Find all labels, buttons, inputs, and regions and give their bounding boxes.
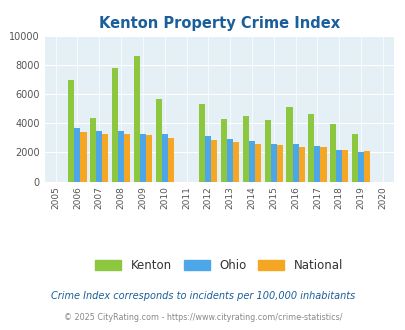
Bar bbox=[96, 131, 102, 182]
Bar bbox=[124, 134, 130, 182]
Bar bbox=[248, 141, 254, 182]
Bar bbox=[68, 80, 74, 182]
Text: © 2025 CityRating.com - https://www.cityrating.com/crime-statistics/: © 2025 CityRating.com - https://www.city… bbox=[64, 313, 341, 322]
Bar bbox=[112, 68, 118, 182]
Bar bbox=[211, 140, 217, 182]
Bar bbox=[118, 131, 124, 182]
Legend: Kenton, Ohio, National: Kenton, Ohio, National bbox=[90, 254, 347, 277]
Bar bbox=[286, 108, 292, 182]
Bar bbox=[341, 149, 347, 182]
Bar bbox=[264, 120, 270, 182]
Bar bbox=[307, 114, 313, 182]
Bar bbox=[351, 134, 357, 182]
Bar bbox=[363, 151, 369, 182]
Bar bbox=[270, 144, 276, 182]
Bar bbox=[167, 138, 173, 182]
Bar bbox=[320, 148, 326, 182]
Bar bbox=[335, 149, 341, 182]
Bar bbox=[205, 137, 211, 182]
Bar bbox=[329, 124, 335, 182]
Bar bbox=[226, 139, 232, 182]
Bar bbox=[74, 128, 80, 182]
Bar bbox=[220, 119, 226, 182]
Bar bbox=[254, 144, 260, 182]
Bar bbox=[199, 104, 205, 182]
Bar bbox=[292, 144, 298, 182]
Bar bbox=[155, 99, 161, 182]
Bar bbox=[313, 146, 320, 182]
Title: Kenton Property Crime Index: Kenton Property Crime Index bbox=[98, 16, 339, 31]
Bar bbox=[161, 134, 167, 182]
Bar bbox=[139, 134, 145, 182]
Bar bbox=[276, 145, 282, 182]
Bar bbox=[133, 56, 139, 182]
Bar bbox=[298, 147, 304, 182]
Text: Crime Index corresponds to incidents per 100,000 inhabitants: Crime Index corresponds to incidents per… bbox=[51, 291, 354, 301]
Bar bbox=[80, 132, 86, 182]
Bar bbox=[357, 152, 363, 182]
Bar bbox=[242, 116, 248, 182]
Bar bbox=[232, 142, 239, 182]
Bar bbox=[90, 117, 96, 182]
Bar bbox=[145, 135, 151, 182]
Bar bbox=[102, 134, 108, 182]
